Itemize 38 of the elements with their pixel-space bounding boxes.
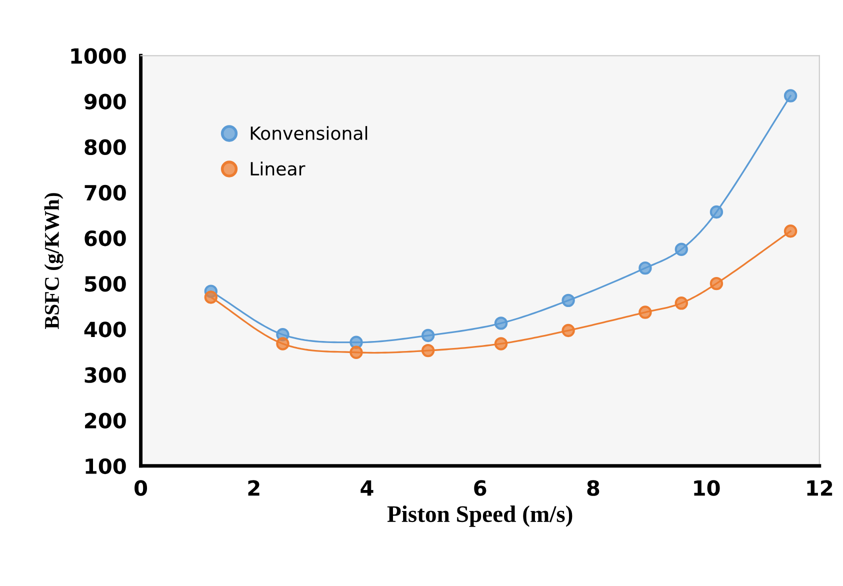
point [421, 344, 435, 358]
legend-label: Linear [250, 162, 306, 176]
y-tick-label: 1000 [71, 48, 126, 64]
point [562, 294, 575, 308]
legend-label: Konvensional [250, 126, 368, 140]
x-tick-label: 0 [134, 480, 148, 496]
y-tick-label: 800 [84, 139, 126, 156]
y-tick-label: 100 [86, 458, 126, 474]
x-tick-label: 6 [474, 480, 486, 496]
x-tick-label: 8 [587, 480, 600, 496]
y-tick-label: 600 [84, 230, 126, 246]
x-tick-label: 12 [807, 480, 832, 496]
point [638, 261, 652, 275]
y-tick-label: 400 [84, 322, 126, 338]
x-tick-label: 2 [248, 480, 260, 496]
point [494, 316, 508, 330]
y-axis-title: BSFC (g/KWh) [44, 193, 64, 330]
y-tick-label: 700 [84, 184, 126, 201]
point [784, 224, 798, 238]
point [276, 337, 290, 350]
y-tick-label: 500 [85, 276, 126, 292]
point [674, 242, 688, 256]
point [710, 205, 724, 219]
point [562, 324, 575, 338]
x-tick-label: 4 [360, 480, 374, 496]
y-tick-label: 200 [85, 412, 126, 429]
point [494, 337, 508, 350]
point [674, 296, 688, 310]
y-tick-label: 900 [84, 94, 126, 110]
x-tick-label: 10 [694, 480, 720, 496]
point [710, 276, 724, 290]
y-tick-label: 300 [84, 367, 126, 383]
point [638, 306, 652, 319]
point [350, 346, 363, 359]
point [784, 89, 798, 102]
point [421, 328, 435, 342]
x-axis-title: Piston Speed (m/s) [387, 505, 572, 527]
point [204, 290, 218, 304]
